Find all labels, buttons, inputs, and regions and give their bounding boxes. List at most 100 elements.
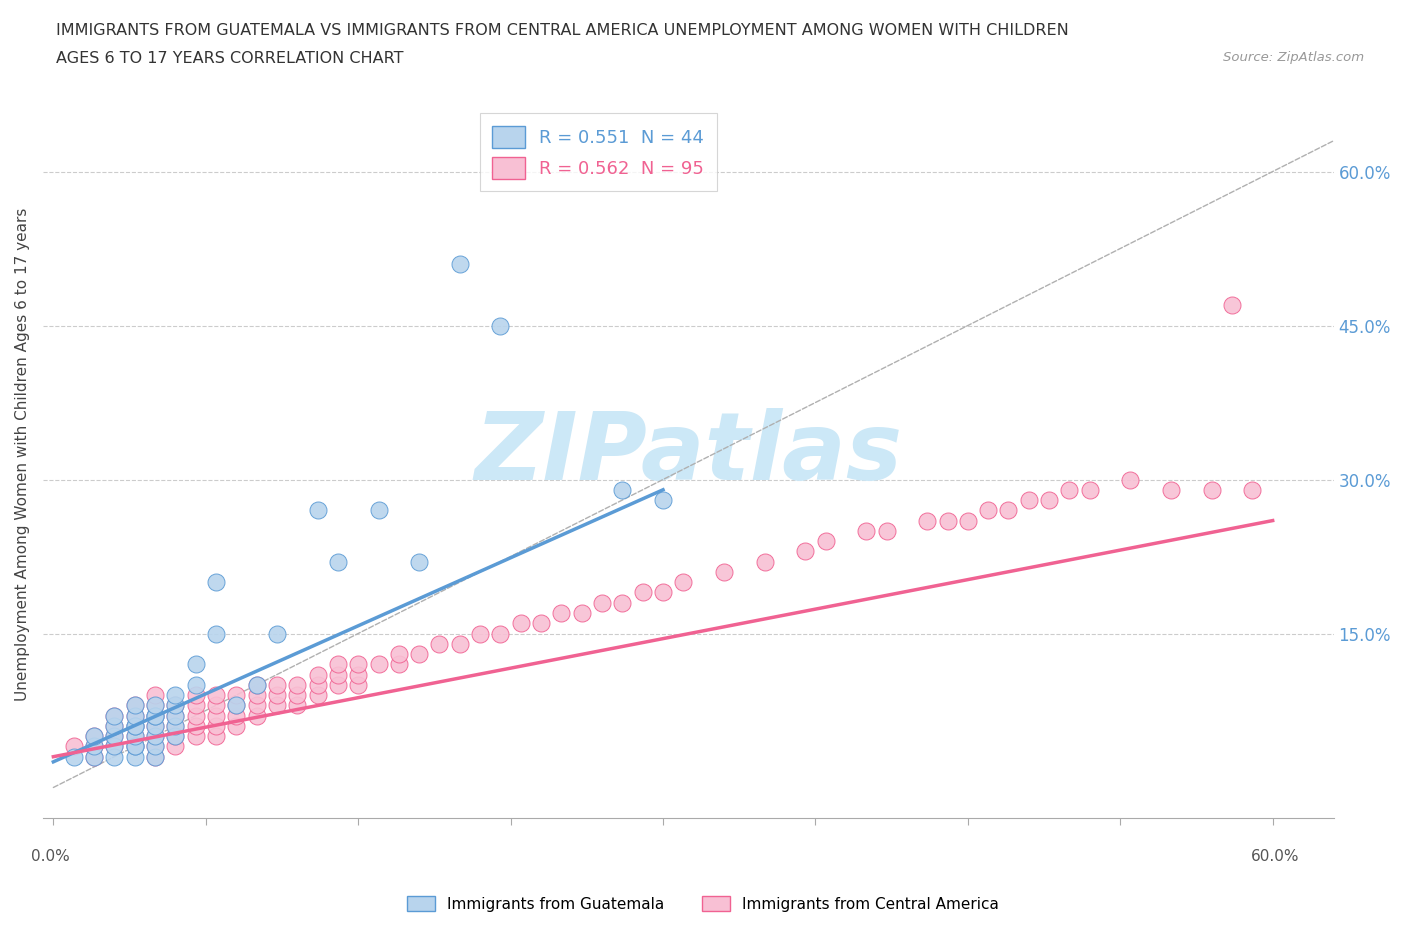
Point	[285, 687, 308, 702]
Text: IMMIGRANTS FROM GUATEMALA VS IMMIGRANTS FROM CENTRAL AMERICA UNEMPLOYMENT AMONG : IMMIGRANTS FROM GUATEMALA VS IMMIGRANTS …	[56, 23, 1069, 38]
Point	[143, 729, 166, 744]
Point	[62, 750, 84, 764]
Point	[124, 750, 146, 764]
Text: Source: ZipAtlas.com: Source: ZipAtlas.com	[1223, 51, 1364, 64]
Point	[165, 719, 187, 734]
Point	[143, 698, 166, 712]
Point	[266, 677, 288, 692]
Point	[205, 719, 228, 734]
Point	[408, 554, 430, 569]
Point	[124, 719, 146, 734]
Point	[997, 503, 1019, 518]
Point	[713, 565, 735, 579]
Point	[326, 657, 349, 671]
Point	[1078, 483, 1101, 498]
Point	[550, 605, 572, 620]
Point	[449, 257, 471, 272]
Point	[652, 585, 675, 600]
Point	[165, 729, 187, 744]
Point	[205, 729, 228, 744]
Point	[184, 729, 207, 744]
Point	[184, 657, 207, 671]
Legend: Immigrants from Guatemala, Immigrants from Central America: Immigrants from Guatemala, Immigrants fr…	[401, 889, 1005, 918]
Point	[165, 698, 187, 712]
Point	[103, 708, 125, 723]
Text: AGES 6 TO 17 YEARS CORRELATION CHART: AGES 6 TO 17 YEARS CORRELATION CHART	[56, 51, 404, 66]
Point	[184, 698, 207, 712]
Point	[124, 719, 146, 734]
Point	[307, 677, 329, 692]
Point	[124, 729, 146, 744]
Point	[285, 698, 308, 712]
Point	[1220, 298, 1243, 312]
Point	[165, 739, 187, 754]
Point	[103, 719, 125, 734]
Point	[408, 646, 430, 661]
Point	[124, 739, 146, 754]
Point	[184, 677, 207, 692]
Point	[307, 503, 329, 518]
Point	[225, 687, 247, 702]
Point	[245, 677, 267, 692]
Point	[245, 698, 267, 712]
Point	[165, 729, 187, 744]
Point	[165, 708, 187, 723]
Point	[184, 708, 207, 723]
Point	[103, 729, 125, 744]
Point	[1241, 483, 1264, 498]
Point	[143, 708, 166, 723]
Point	[347, 657, 370, 671]
Point	[143, 698, 166, 712]
Point	[143, 719, 166, 734]
Point	[143, 708, 166, 723]
Point	[103, 739, 125, 754]
Point	[103, 719, 125, 734]
Point	[1018, 493, 1040, 508]
Point	[631, 585, 654, 600]
Point	[124, 708, 146, 723]
Point	[326, 667, 349, 682]
Point	[530, 616, 553, 631]
Point	[225, 698, 247, 712]
Point	[103, 739, 125, 754]
Point	[326, 677, 349, 692]
Point	[143, 687, 166, 702]
Point	[205, 698, 228, 712]
Point	[62, 739, 84, 754]
Point	[367, 503, 389, 518]
Point	[1038, 493, 1060, 508]
Point	[672, 575, 695, 590]
Text: 60.0%: 60.0%	[1251, 849, 1299, 864]
Text: ZIPatlas: ZIPatlas	[474, 408, 903, 499]
Point	[245, 708, 267, 723]
Point	[612, 483, 634, 498]
Point	[124, 708, 146, 723]
Point	[347, 667, 370, 682]
Point	[652, 493, 675, 508]
Point	[468, 626, 491, 641]
Point	[205, 575, 228, 590]
Point	[83, 739, 105, 754]
Point	[429, 636, 451, 651]
Point	[143, 729, 166, 744]
Point	[165, 687, 187, 702]
Point	[915, 513, 938, 528]
Point	[326, 554, 349, 569]
Point	[225, 719, 247, 734]
Point	[1201, 483, 1223, 498]
Point	[571, 605, 593, 620]
Point	[103, 750, 125, 764]
Point	[956, 513, 979, 528]
Point	[591, 595, 613, 610]
Point	[103, 729, 125, 744]
Point	[143, 708, 166, 723]
Point	[245, 677, 267, 692]
Point	[347, 677, 370, 692]
Point	[794, 544, 817, 559]
Point	[509, 616, 531, 631]
Text: 0.0%: 0.0%	[31, 849, 70, 864]
Point	[143, 750, 166, 764]
Point	[124, 698, 146, 712]
Point	[143, 719, 166, 734]
Point	[205, 626, 228, 641]
